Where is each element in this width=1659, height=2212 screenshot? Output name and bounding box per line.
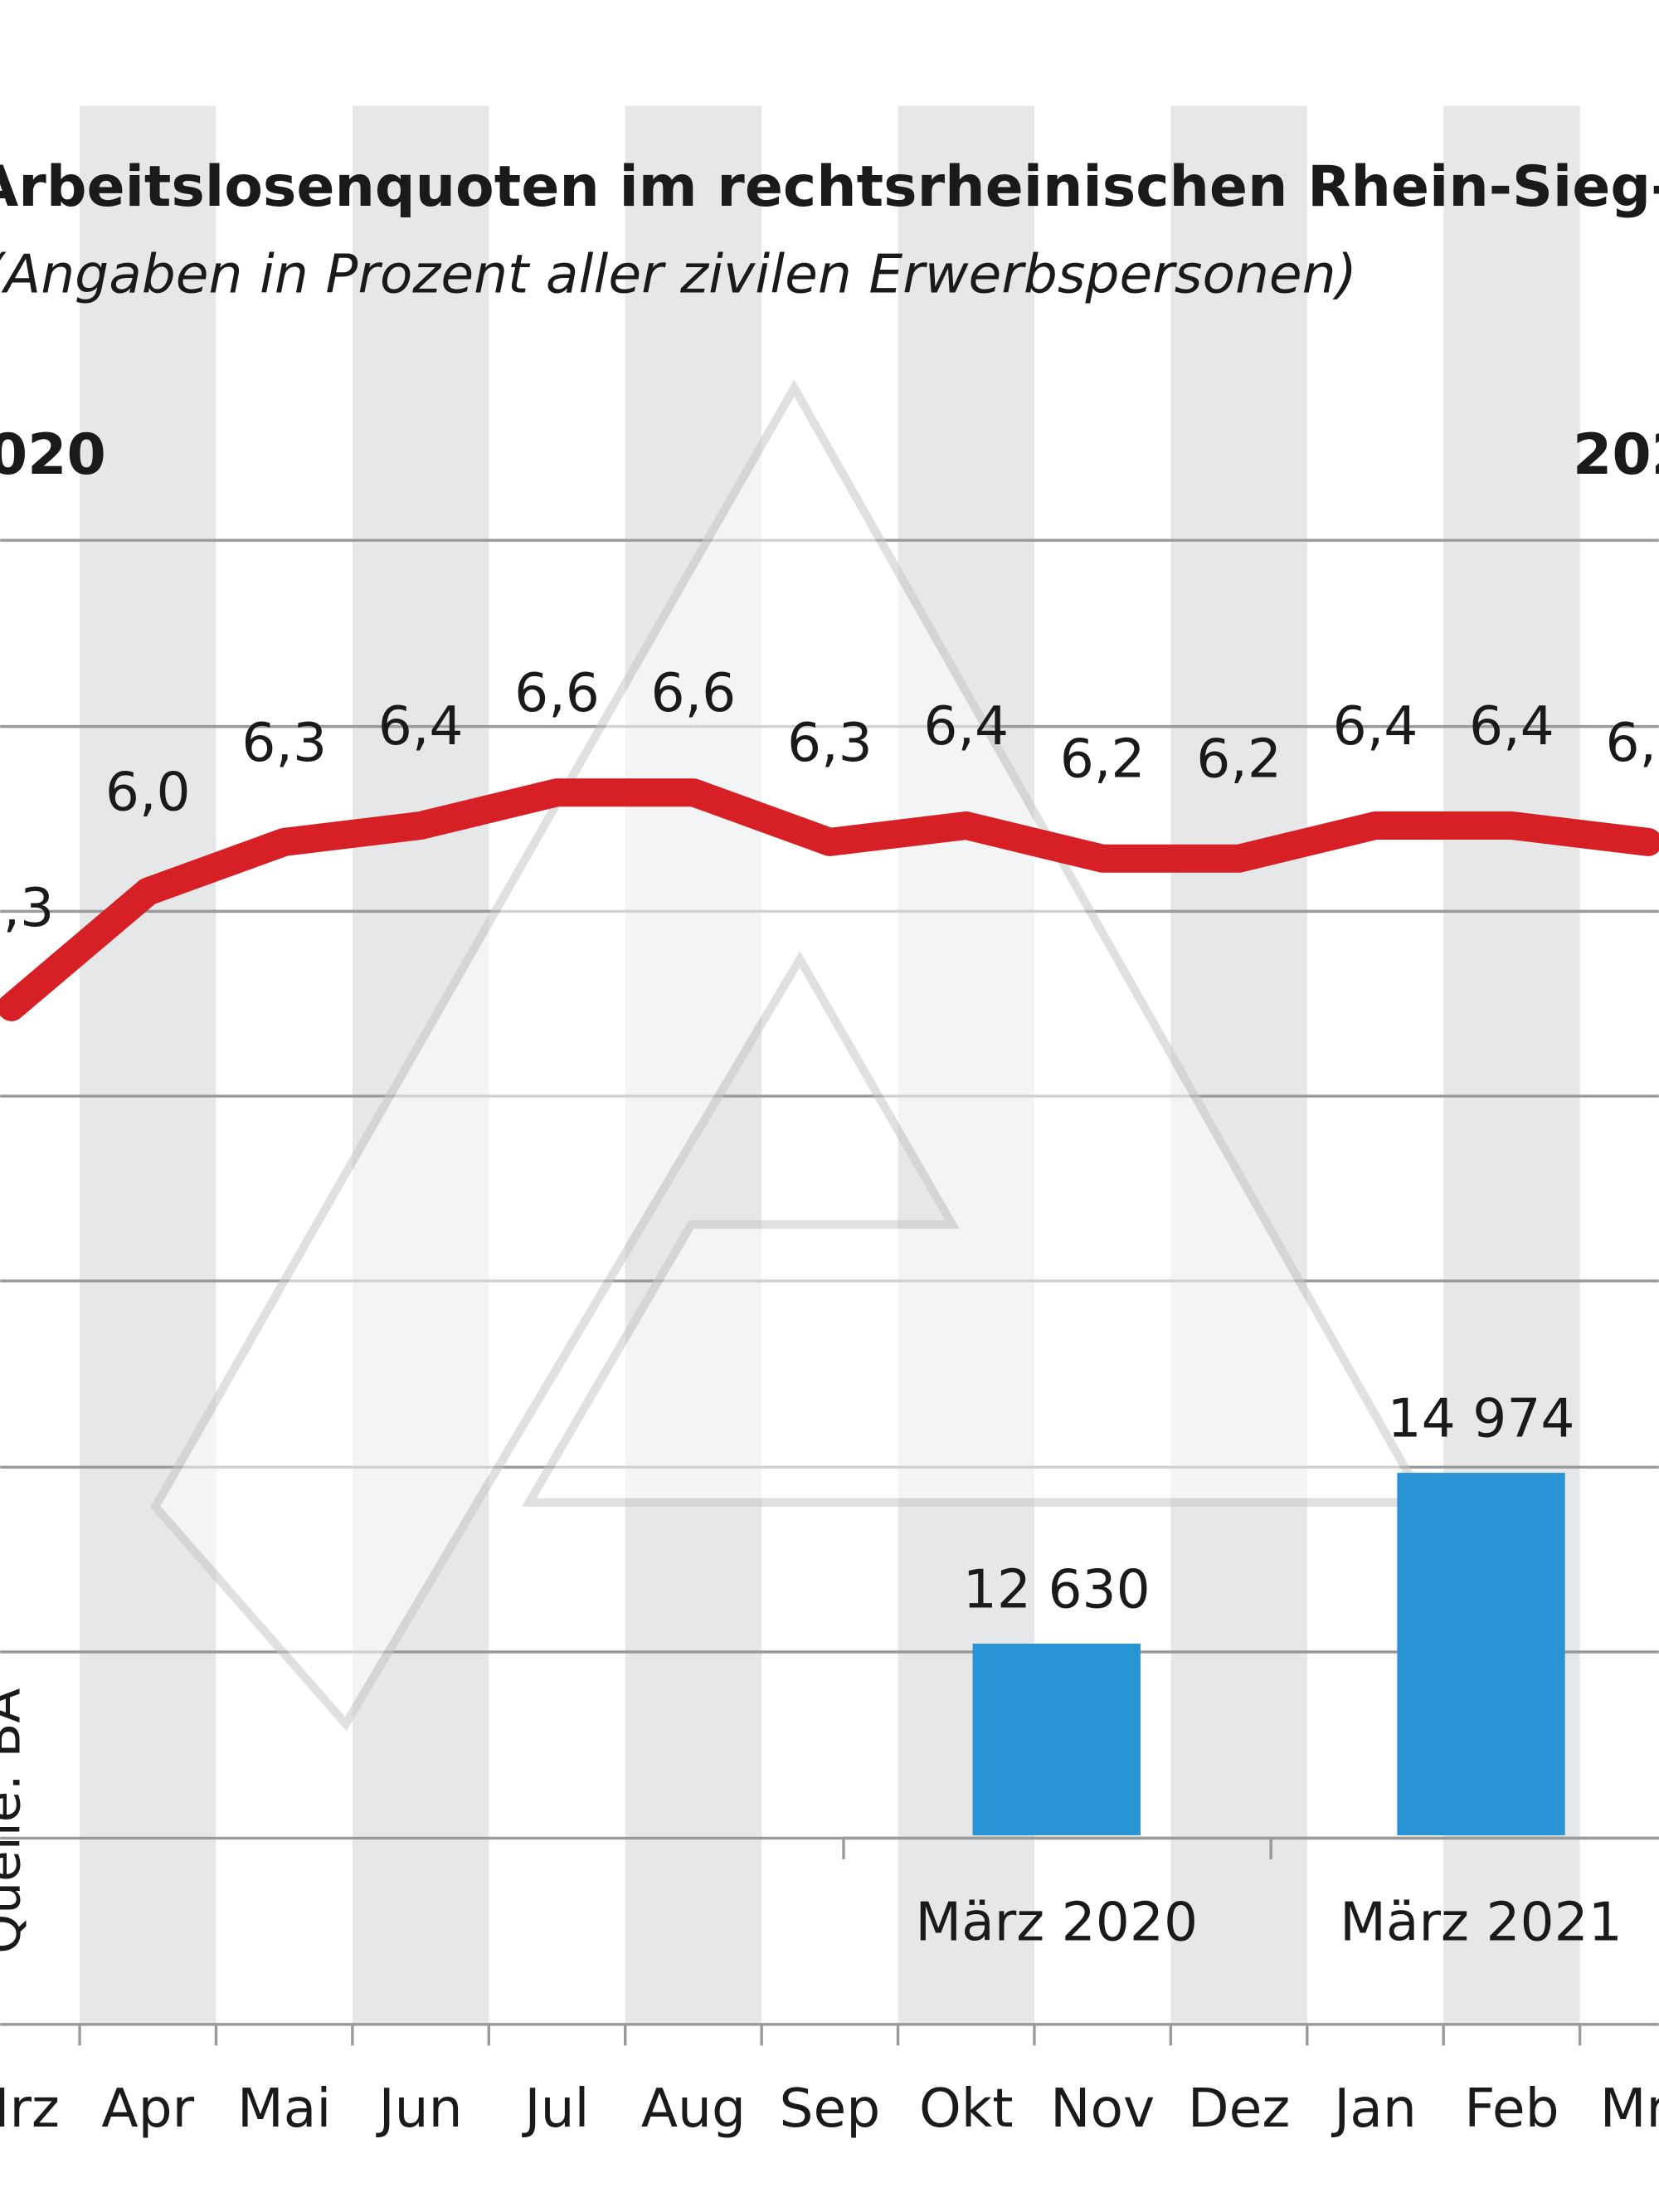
chart-subtitle: (Angaben in Prozent aller zivilen Erwerb… <box>0 244 1357 306</box>
value-label: 6,3 <box>1605 712 1659 774</box>
value-label: 6,2 <box>1060 728 1146 791</box>
value-label: 5,3 <box>0 877 54 939</box>
x-tick-label: Sep <box>779 2078 880 2140</box>
column-stripe <box>80 105 216 2024</box>
value-label: 6,3 <box>787 712 873 774</box>
chart-title: Arbeitslosenquoten im rechtsrheinischen … <box>0 154 1659 220</box>
x-tick-label: Dez <box>1188 2078 1290 2140</box>
bar-category-label: März 2020 <box>915 1891 1198 1953</box>
x-tick-label: Mrz <box>1600 2078 1659 2140</box>
year-label: 2020 <box>0 422 106 488</box>
value-label: 6,2 <box>1196 728 1282 791</box>
source-note: Quelle: BA <box>0 1688 32 1954</box>
value-label: 6,6 <box>514 662 600 724</box>
watermark <box>150 379 1433 1732</box>
year-label: 2021 <box>1573 422 1659 488</box>
watermark-logo <box>150 379 1433 1732</box>
x-tick-label: Feb <box>1464 2078 1559 2140</box>
bar-category-label: März 2021 <box>1340 1891 1623 1953</box>
value-label: 6,3 <box>241 712 327 774</box>
bar-value-label: 12 630 <box>963 1558 1151 1620</box>
x-tick-label: Mai <box>237 2078 331 2140</box>
bar-value-label: 14 974 <box>1388 1387 1575 1449</box>
value-label: 6,4 <box>1469 695 1554 758</box>
data-line <box>0 778 1659 1021</box>
x-tick-label: Mrz <box>0 2078 60 2140</box>
value-label: 6,4 <box>923 695 1009 758</box>
x-tick-label: Okt <box>919 2078 1014 2140</box>
column-stripes <box>80 105 1580 2024</box>
value-label: 6,6 <box>651 662 737 724</box>
x-tick-label: Jan <box>1331 2078 1417 2140</box>
x-tick-label: Aug <box>641 2078 746 2140</box>
x-tick-label: Jul <box>522 2078 590 2140</box>
bar <box>1397 1473 1565 1836</box>
x-tick-label: Apr <box>101 2078 194 2140</box>
x-tick-label: Jun <box>376 2078 463 2140</box>
x-tick-label: Nov <box>1050 2078 1155 2140</box>
value-label: 6,4 <box>378 695 464 758</box>
bar <box>972 1643 1141 1836</box>
value-label: 6,4 <box>1333 695 1418 758</box>
value-label: 6,0 <box>105 762 191 824</box>
column-stripe <box>1170 105 1307 2024</box>
